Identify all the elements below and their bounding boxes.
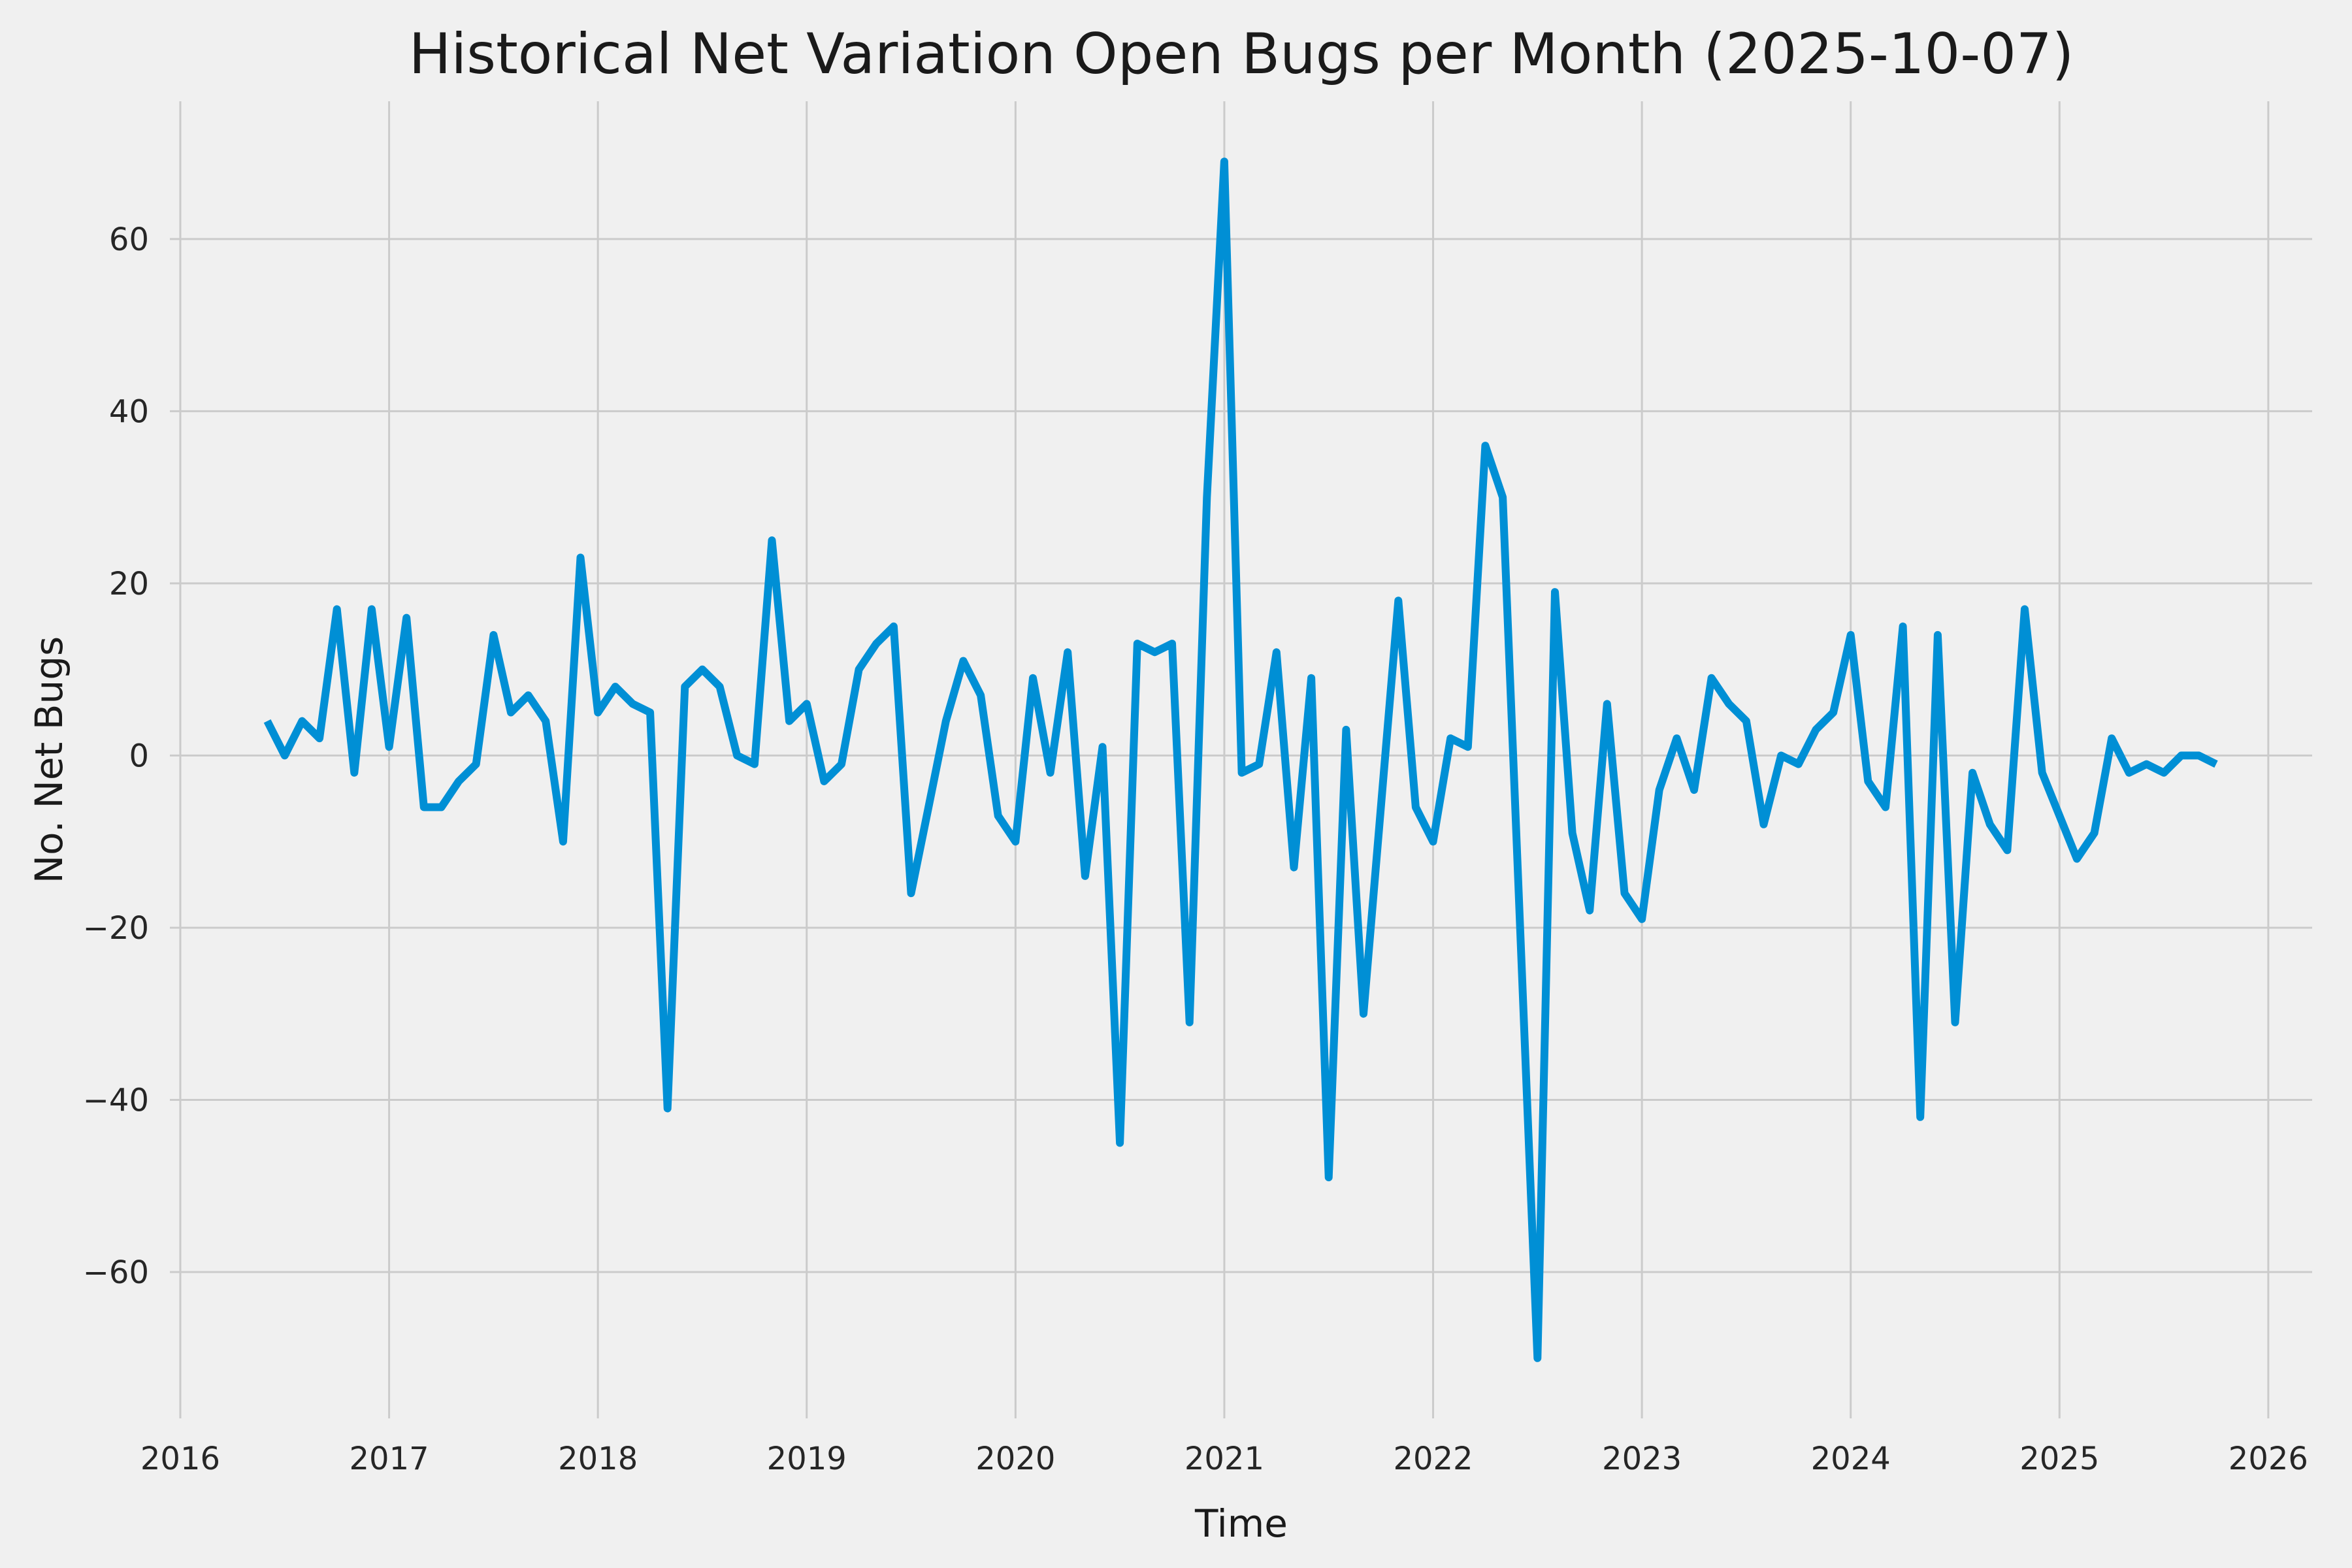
grid-lines xyxy=(170,101,2312,1418)
y-tick-label: 0 xyxy=(129,738,149,774)
y-axis-tick-labels: −60 −40 −20 0 20 40 60 xyxy=(83,221,149,1291)
y-tick-label: −60 xyxy=(83,1254,149,1291)
x-tick-label: 2017 xyxy=(349,1441,429,1477)
x-tick-label: 2016 xyxy=(140,1441,220,1477)
x-tick-label: 2022 xyxy=(1393,1441,1473,1477)
x-axis-label: Time xyxy=(1194,1501,1288,1546)
x-tick-label: 2020 xyxy=(975,1441,1055,1477)
x-tick-label: 2021 xyxy=(1184,1441,1264,1477)
y-tick-label: 40 xyxy=(109,393,149,430)
x-tick-label: 2026 xyxy=(2229,1441,2308,1477)
x-tick-label: 2019 xyxy=(767,1441,847,1477)
y-tick-label: 20 xyxy=(109,566,149,602)
y-axis-label: No. Net Bugs xyxy=(27,636,71,884)
x-tick-label: 2023 xyxy=(1602,1441,1682,1477)
chart-title: Historical Net Variation Open Bugs per M… xyxy=(409,22,2074,87)
x-axis-tick-labels: 2016 2017 2018 2019 2020 2021 2022 2023 2024 2025… xyxy=(140,1441,2308,1477)
x-tick-label: 2025 xyxy=(2019,1441,2099,1477)
y-tick-label: −20 xyxy=(83,910,149,947)
series-line-net-bugs xyxy=(263,157,2218,1362)
x-tick-label: 2024 xyxy=(1811,1441,1891,1477)
y-tick-label: −40 xyxy=(83,1082,149,1119)
data-series xyxy=(263,157,2218,1362)
y-tick-label: 60 xyxy=(109,221,149,258)
x-tick-label: 2018 xyxy=(558,1441,638,1477)
